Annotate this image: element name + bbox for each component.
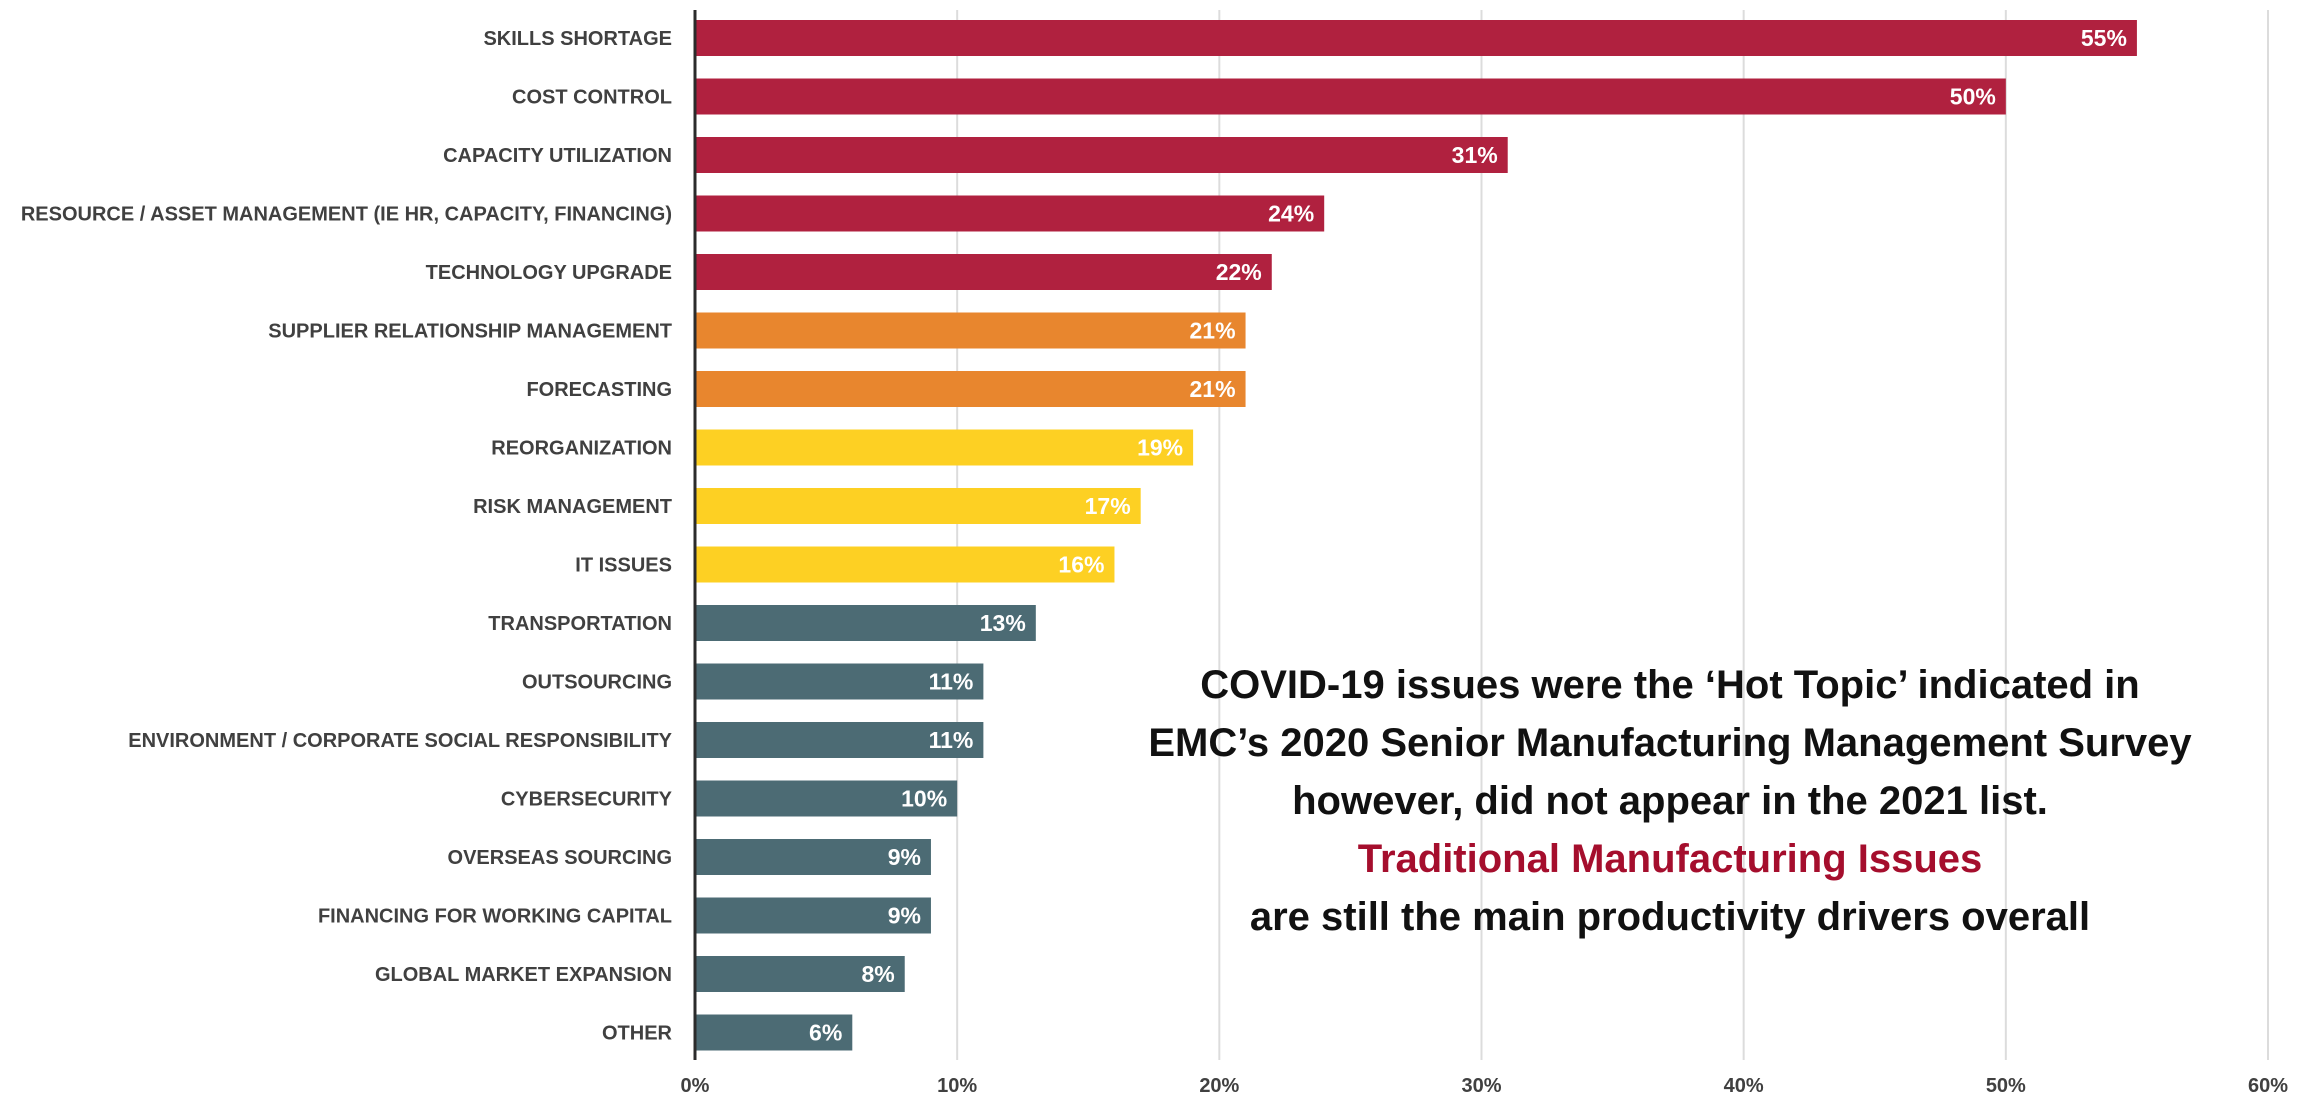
bar: [695, 254, 1272, 290]
bar: [695, 897, 931, 934]
data-label: 17%: [1085, 493, 1131, 519]
data-label: 21%: [1190, 376, 1236, 402]
bar: [695, 780, 958, 817]
category-label: OVERSEAS SOURCING: [448, 847, 672, 869]
data-label: 10%: [901, 786, 947, 812]
x-tick-label: 60%: [2248, 1075, 2288, 1096]
data-labels: 55% 50% 31% 24% 22% 21% 21% 19% 17% 16% 13% 11% 11% 1…: [809, 25, 2127, 1046]
bar: [695, 663, 984, 700]
annotation-line: however, did not appear in the 2021 list…: [1292, 779, 2048, 823]
category-label: SKILLS SHORTAGE: [483, 28, 672, 50]
category-label: TRANSPORTATION: [488, 613, 672, 635]
data-label: 11%: [929, 727, 974, 753]
bar: [695, 1014, 853, 1051]
data-label: 13%: [980, 610, 1026, 636]
data-label: 24%: [1268, 201, 1314, 227]
category-label: IT ISSUES: [575, 555, 672, 577]
category-label: GLOBAL MARKET EXPANSION: [375, 964, 672, 986]
x-tick-label: 0%: [681, 1075, 710, 1096]
category-label: ENVIRONMENT / CORPORATE SOCIAL RESPONSIB…: [128, 730, 672, 752]
bar: [695, 371, 1246, 407]
annotation-line: COVID-19 issues were the ‘Hot Topic’ ind…: [1200, 663, 2140, 707]
x-tick-label: 50%: [1986, 1075, 2026, 1096]
x-tick-label: 40%: [1724, 1075, 1764, 1096]
category-label: COST CONTROL: [512, 87, 672, 109]
annotation-line: are still the main productivity drivers …: [1249, 895, 2091, 939]
data-label: 11%: [929, 669, 974, 695]
category-label: OUTSOURCING: [522, 672, 672, 694]
bar: [695, 312, 1246, 349]
bar: [695, 195, 1325, 232]
annotation-text: COVID-19 issues were the ‘Hot Topic’ ind…: [1080, 656, 2260, 946]
data-label: 19%: [1137, 435, 1183, 461]
category-label: RESOURCE / ASSET MANAGEMENT (IE HR, CAPA…: [21, 204, 672, 226]
category-label: TECHNOLOGY UPGRADE: [426, 262, 672, 284]
data-label: 9%: [888, 903, 921, 929]
annotation-line: EMC’s 2020 Senior Manufacturing Manageme…: [1148, 721, 2192, 765]
bar: [695, 605, 1036, 641]
category-label: CAPACITY UTILIZATION: [443, 145, 672, 167]
gridlines: [956, 10, 2269, 1060]
x-axis-tick-labels: 0% 10% 20% 30% 40% 50% 60%: [681, 1075, 2289, 1096]
bar: [695, 137, 1508, 173]
bar: [695, 429, 1194, 466]
data-label: 6%: [809, 1020, 842, 1046]
x-tick-label: 10%: [937, 1075, 977, 1096]
bars: [695, 20, 2137, 1051]
bar: [695, 78, 2006, 115]
data-label: 22%: [1216, 259, 1262, 285]
bar: [695, 488, 1141, 524]
data-label: 16%: [1058, 552, 1104, 578]
data-label: 21%: [1190, 318, 1236, 344]
data-label: 9%: [888, 844, 921, 870]
data-label: 55%: [2081, 25, 2127, 51]
category-label: OTHER: [602, 1023, 673, 1045]
x-tick-label: 20%: [1199, 1075, 1239, 1096]
annotation-highlight: Traditional Manufacturing Issues: [1357, 837, 1983, 881]
category-label: RISK MANAGEMENT: [473, 496, 672, 518]
category-label: CYBERSECURITY: [501, 789, 673, 811]
x-tick-label: 30%: [1461, 1075, 1501, 1096]
category-label: SUPPLIER RELATIONSHIP MANAGEMENT: [268, 321, 672, 343]
category-label: FORECASTING: [526, 379, 672, 401]
bar: [695, 956, 905, 992]
data-label: 50%: [1950, 84, 1996, 110]
category-labels: SKILLS SHORTAGE COST CONTROL CAPACITY UTIL…: [21, 28, 673, 1045]
bar: [695, 20, 2137, 56]
bar: [695, 839, 931, 875]
bar: [695, 722, 984, 758]
bar: [695, 546, 1115, 583]
category-label: FINANCING FOR WORKING CAPITAL: [318, 906, 672, 928]
data-label: 8%: [861, 961, 894, 987]
data-label: 31%: [1452, 142, 1498, 168]
category-label: REORGANIZATION: [491, 438, 672, 460]
